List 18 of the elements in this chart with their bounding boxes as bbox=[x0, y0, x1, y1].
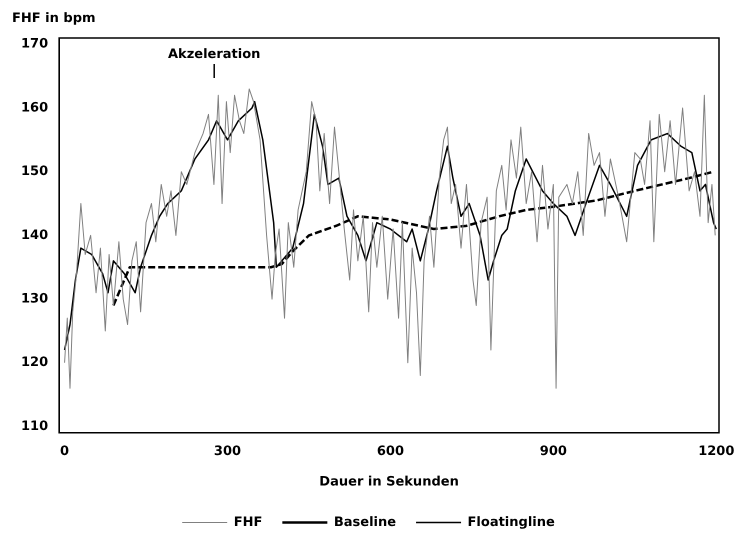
y-tick-label: 160 bbox=[20, 100, 48, 116]
legend-label: FHF bbox=[234, 514, 262, 530]
x-tick-label: 1200 bbox=[698, 444, 734, 459]
annotation: Akzeleration bbox=[168, 46, 260, 62]
y-tick-label: 150 bbox=[20, 164, 48, 180]
x-axis-title: Dauer in Sekunden bbox=[319, 474, 459, 490]
legend-label: Floatingline bbox=[468, 514, 555, 530]
x-tick-label: 300 bbox=[214, 444, 242, 459]
y-tick-label: 110 bbox=[20, 418, 48, 434]
y-tick-label: 140 bbox=[20, 228, 48, 243]
legend-label: Baseline bbox=[334, 514, 396, 530]
x-tick-label: 0 bbox=[60, 444, 70, 459]
y-tick-label: 130 bbox=[20, 291, 48, 306]
x-tick-label: 600 bbox=[376, 444, 404, 459]
y-tick-label: 120 bbox=[20, 355, 48, 370]
y-tick-label: 170 bbox=[20, 36, 48, 52]
y-axis-title: FHF in bpm bbox=[12, 10, 96, 26]
x-tick-label: 900 bbox=[540, 444, 567, 459]
